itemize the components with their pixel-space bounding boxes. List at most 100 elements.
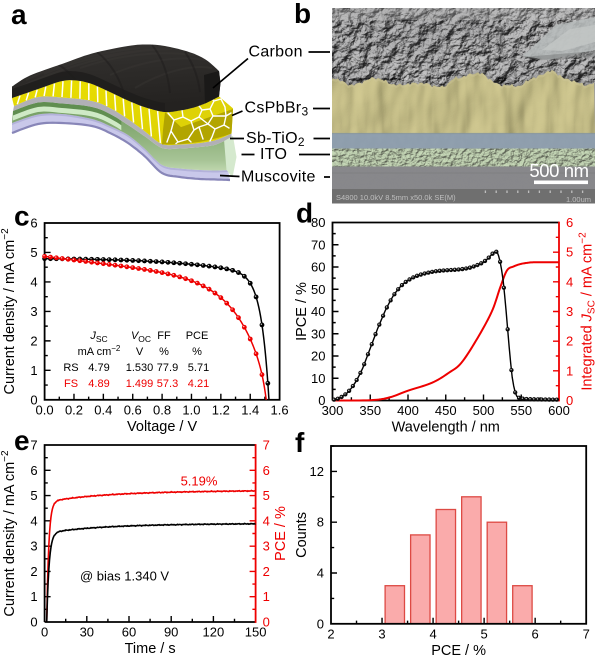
svg-text:Current density / mA cm−2: Current density / mA cm−2: [0, 450, 18, 617]
svg-text:5: 5: [263, 488, 270, 503]
svg-text:6: 6: [532, 626, 539, 641]
svg-text:5.19%: 5.19%: [181, 474, 218, 489]
svg-text:120: 120: [203, 625, 225, 640]
svg-text:80: 80: [311, 215, 325, 230]
svg-text:77.9: 77.9: [157, 362, 178, 374]
svg-text:1.2: 1.2: [212, 402, 230, 417]
svg-text:4: 4: [566, 274, 573, 289]
svg-text:FS: FS: [64, 378, 78, 390]
svg-text:S4800 10.0kV 8.5mm x50.0k SE(M: S4800 10.0kV 8.5mm x50.0k SE(M): [336, 193, 456, 202]
svg-text:6: 6: [30, 463, 37, 478]
svg-text:f: f: [295, 427, 305, 458]
svg-text:0: 0: [41, 625, 48, 640]
svg-text:Wavelength / nm: Wavelength / nm: [392, 420, 500, 436]
svg-text:2: 2: [30, 333, 37, 348]
svg-text:V: V: [136, 346, 144, 358]
svg-text:0: 0: [317, 616, 324, 631]
svg-text:1.499: 1.499: [126, 378, 154, 390]
svg-text:300: 300: [322, 403, 344, 418]
svg-text:0: 0: [318, 393, 325, 408]
svg-text:50: 50: [311, 282, 325, 297]
svg-text:30: 30: [311, 326, 325, 341]
svg-text:2: 2: [30, 564, 37, 579]
svg-text:5.71: 5.71: [188, 362, 209, 374]
svg-text:c: c: [14, 201, 30, 232]
svg-text:0: 0: [30, 392, 37, 407]
svg-text:500 nm: 500 nm: [529, 160, 588, 181]
svg-text:Sb-TiO2: Sb-TiO2: [246, 130, 305, 149]
svg-text:1.00um: 1.00um: [566, 195, 591, 204]
svg-text:20: 20: [311, 349, 325, 364]
svg-text:3: 3: [263, 539, 270, 554]
svg-text:PCE: PCE: [186, 330, 209, 342]
svg-text:Integrated JSC / mA cm−2: Integrated JSC / mA cm−2: [578, 232, 598, 391]
svg-text:70: 70: [311, 237, 325, 252]
svg-text:3: 3: [378, 626, 385, 641]
svg-text:6: 6: [263, 463, 270, 478]
svg-text:2: 2: [566, 334, 573, 349]
svg-text:4: 4: [317, 566, 324, 581]
svg-text:RS: RS: [63, 362, 78, 374]
svg-text:VOC: VOC: [131, 330, 151, 344]
svg-text:PCE / %: PCE / %: [431, 643, 486, 659]
svg-text:400: 400: [397, 403, 419, 418]
svg-text:4: 4: [263, 513, 270, 528]
svg-text:4.21: 4.21: [188, 378, 209, 390]
svg-text:4: 4: [30, 513, 37, 528]
svg-text:Time / s: Time / s: [125, 641, 176, 657]
svg-text:0.2: 0.2: [65, 402, 83, 417]
svg-text:7: 7: [30, 438, 37, 453]
svg-text:4.89: 4.89: [88, 378, 109, 390]
svg-text:Counts: Counts: [294, 512, 310, 558]
svg-text:3: 3: [566, 304, 573, 319]
svg-text:1.4: 1.4: [241, 402, 259, 417]
svg-text:0.0: 0.0: [36, 402, 54, 417]
svg-text:5: 5: [566, 245, 573, 260]
svg-text:mA cm−2: mA cm−2: [78, 344, 121, 358]
svg-text:Muscovite: Muscovite: [241, 169, 316, 186]
svg-text:Carbon: Carbon: [249, 44, 303, 61]
svg-text:2: 2: [327, 626, 334, 641]
svg-text:57.3: 57.3: [157, 378, 178, 390]
svg-text:1.0: 1.0: [182, 402, 200, 417]
svg-text:550: 550: [510, 403, 532, 418]
svg-text:5: 5: [30, 488, 37, 503]
svg-text:a: a: [11, 0, 27, 30]
svg-text:0.8: 0.8: [153, 402, 171, 417]
svg-text:2: 2: [263, 564, 270, 579]
svg-text:60: 60: [311, 260, 325, 275]
svg-text:0: 0: [263, 615, 270, 630]
svg-text:7: 7: [263, 438, 270, 453]
svg-text:JSC: JSC: [89, 330, 107, 344]
svg-text:0: 0: [566, 393, 573, 408]
svg-text:0.6: 0.6: [124, 402, 142, 417]
svg-text:90: 90: [164, 625, 178, 640]
svg-text:IPCE / %: IPCE / %: [294, 282, 310, 341]
svg-text:Voltage / V: Voltage / V: [127, 419, 197, 435]
svg-text:450: 450: [435, 403, 457, 418]
svg-text:b: b: [294, 0, 311, 29]
svg-text:5: 5: [30, 245, 37, 260]
svg-text:60: 60: [122, 625, 136, 640]
svg-text:1: 1: [566, 363, 573, 378]
svg-text:12: 12: [310, 464, 324, 479]
svg-text:d: d: [296, 198, 313, 229]
svg-text:1: 1: [30, 363, 37, 378]
svg-text:5: 5: [481, 626, 488, 641]
svg-text:0: 0: [30, 615, 37, 630]
svg-text:e: e: [14, 425, 30, 456]
svg-text:3: 3: [30, 539, 37, 554]
svg-text:CsPbBr3: CsPbBr3: [245, 100, 309, 119]
svg-text:Current density / mA cm−2: Current density / mA cm−2: [0, 228, 18, 395]
svg-text:0.4: 0.4: [94, 402, 112, 417]
svg-text:150: 150: [245, 625, 267, 640]
svg-text:7: 7: [583, 626, 590, 641]
svg-text:350: 350: [359, 403, 381, 418]
svg-text:1: 1: [263, 589, 270, 604]
svg-text:6: 6: [30, 216, 37, 231]
svg-text:6: 6: [566, 215, 573, 230]
svg-text:10: 10: [311, 371, 325, 386]
svg-text:4: 4: [429, 626, 436, 641]
svg-text:@ bias 1.340 V: @ bias 1.340 V: [80, 569, 169, 584]
svg-text:PCE / %: PCE / %: [273, 506, 289, 561]
